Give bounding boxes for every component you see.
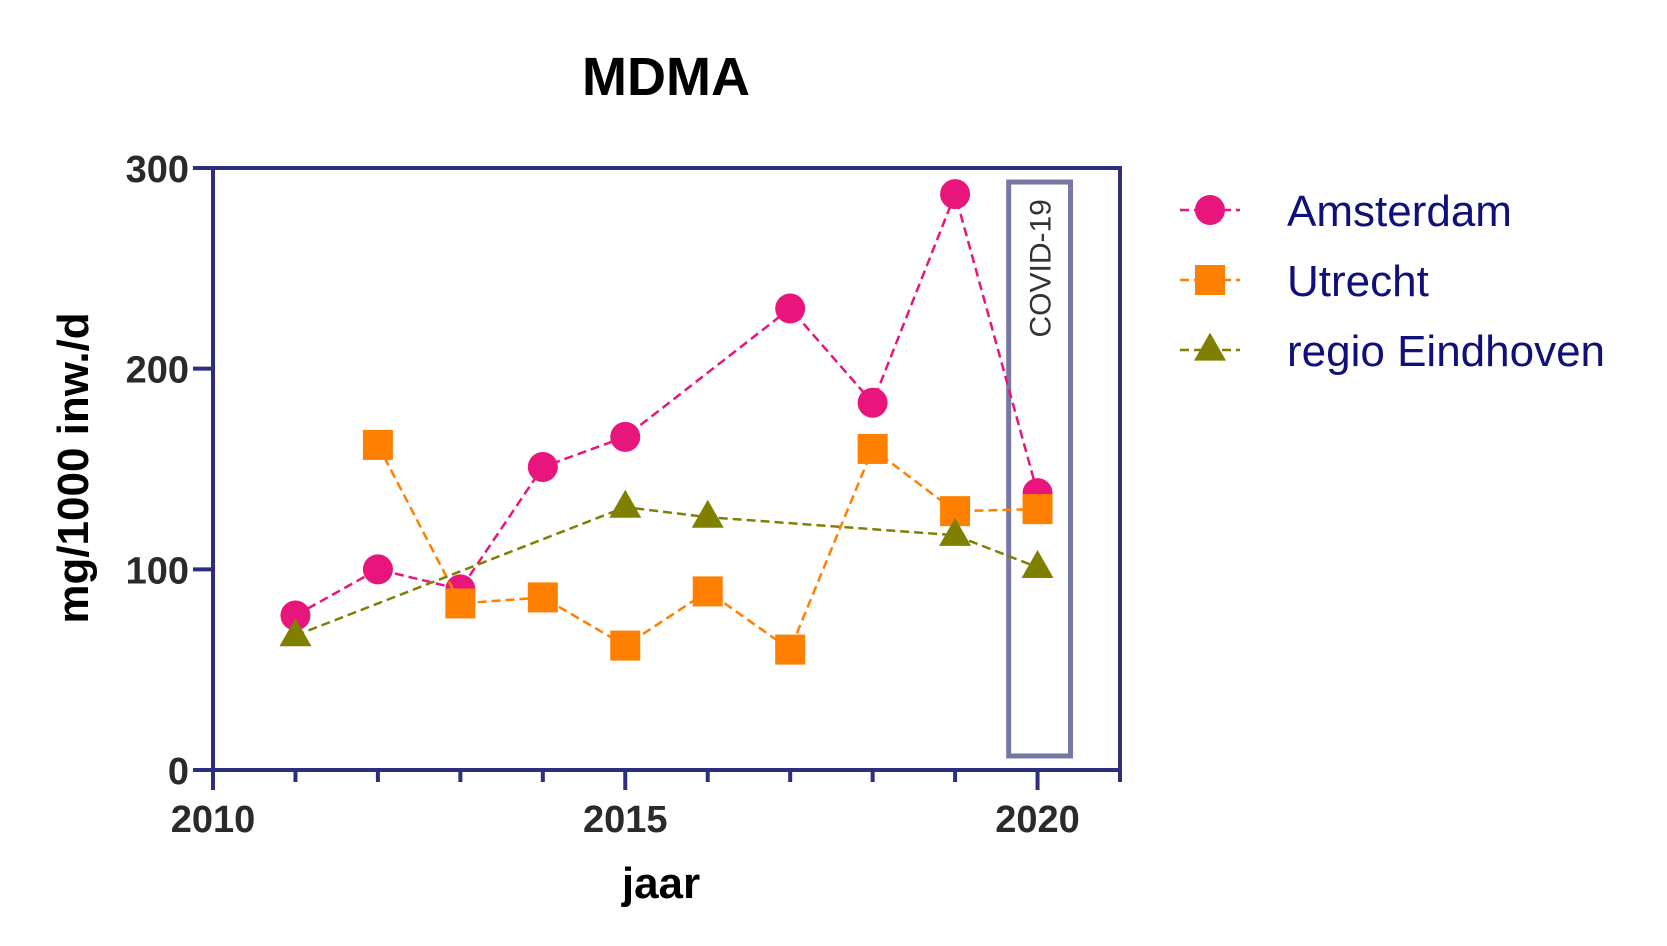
x-tick-label: 2015 [583,799,668,841]
data-point [940,179,971,210]
data-point [939,517,972,546]
data-point [1022,494,1053,525]
legend-item: Amsterdam [1180,187,1512,236]
legend-label: Amsterdam [1287,187,1512,236]
legend-marker [1195,195,1225,225]
data-point [691,499,724,528]
chart-title: MDMA [582,47,750,107]
data-point [527,582,558,613]
plot-area: 2010 2015 2020 0 100 200 300 COVID-19 [126,149,1122,841]
data-point [610,630,641,661]
data-point [362,554,393,585]
series-regio-eindhoven [279,489,1054,647]
data-point [279,618,312,647]
legend-marker [1195,265,1225,295]
x-tick-label: 2020 [995,799,1080,841]
data-point [280,600,311,631]
y-tick-label: 300 [126,149,189,191]
data-point [857,433,888,464]
data-point [775,293,806,324]
covid-annotation-box [1006,179,1074,759]
x-axis-label: jaar [621,859,700,908]
covid-annotation-label: COVID-19 [1025,199,1058,337]
series-line [376,444,1038,652]
series-amsterdam [280,179,1053,631]
data-point [857,387,888,418]
plot-frame [211,166,1122,772]
data-point [692,576,723,607]
series-line [295,505,1038,637]
series-line [294,190,1039,617]
y-tick-label: 200 [126,350,189,392]
legend-marker [1194,332,1226,361]
data-point [1021,549,1054,578]
y-tick-label: 0 [168,751,189,793]
legend-label: regio Eindhoven [1287,327,1605,376]
data-point [609,489,642,518]
legend-item: Utrecht [1180,257,1429,306]
legend: Amsterdam Utrecht regio Eindhoven [1180,187,1605,376]
data-point [775,634,806,665]
data-point [610,421,641,452]
series-utrecht [362,429,1053,665]
data-point [527,451,558,482]
y-tick-label: 100 [126,550,189,592]
data-point [362,429,393,460]
data-point [445,588,476,619]
x-tick-label: 2010 [171,799,256,841]
legend-label: Utrecht [1287,257,1429,306]
y-axis-label: mg/1000 inw./d [49,312,98,623]
legend-item: regio Eindhoven [1180,327,1605,376]
